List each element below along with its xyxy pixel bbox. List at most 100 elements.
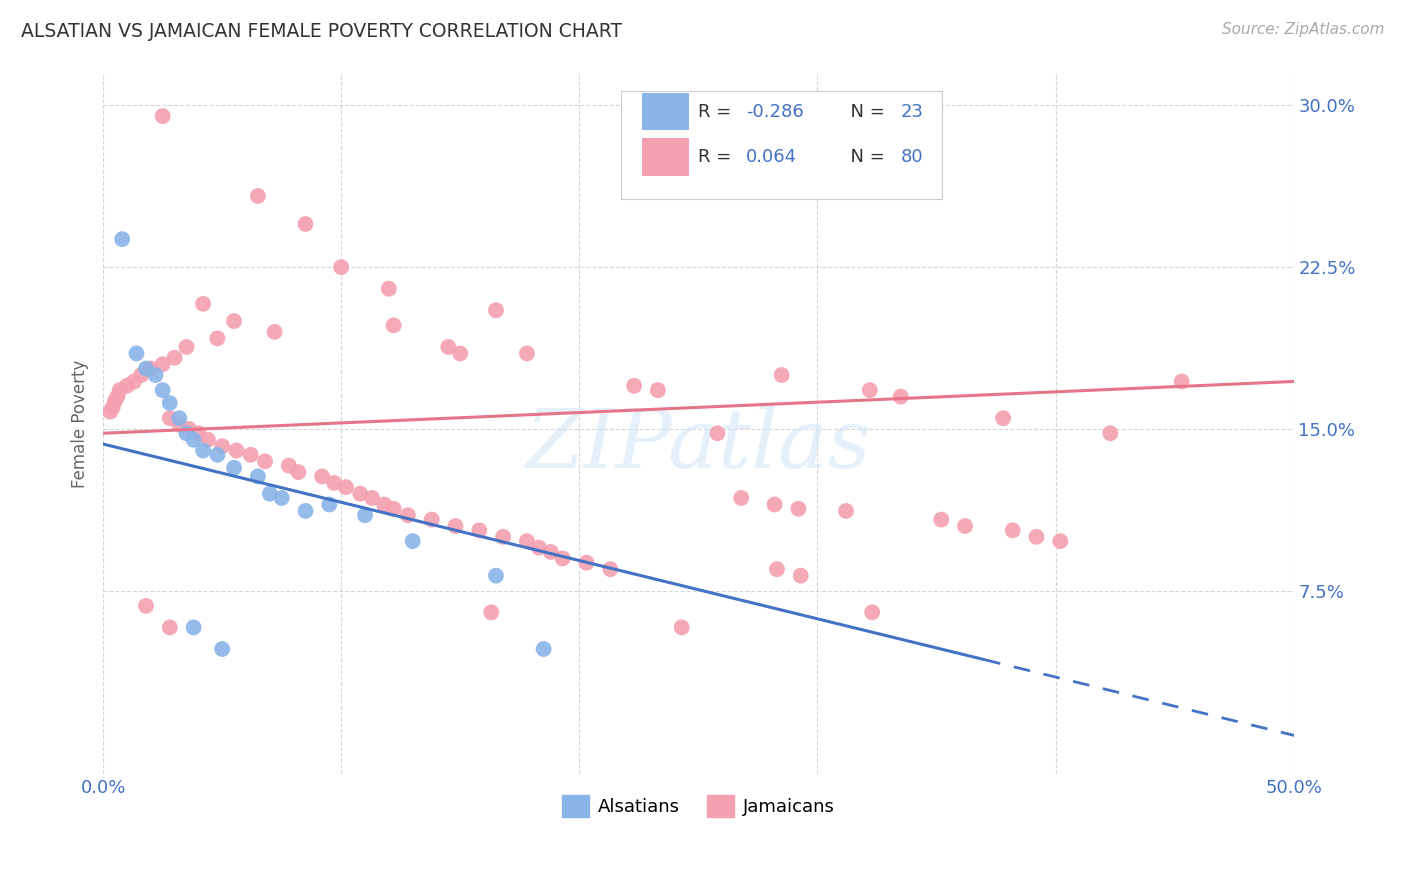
Point	[787, 501, 810, 516]
Point	[277, 458, 299, 473]
Point	[516, 534, 538, 549]
Point	[671, 620, 693, 634]
Point	[401, 534, 423, 549]
Point	[222, 314, 245, 328]
Point	[159, 396, 181, 410]
Text: ZIPatlas: ZIPatlas	[526, 405, 872, 484]
Point	[599, 562, 621, 576]
Point	[254, 454, 277, 468]
Point	[527, 541, 550, 555]
FancyBboxPatch shape	[643, 93, 689, 130]
Point	[479, 605, 502, 619]
Point	[730, 491, 752, 505]
Point	[104, 393, 127, 408]
Point	[159, 411, 181, 425]
Point	[790, 568, 813, 582]
Point	[835, 504, 858, 518]
Point	[361, 491, 384, 505]
Text: -0.286: -0.286	[747, 103, 804, 120]
Point	[354, 508, 377, 523]
Point	[225, 443, 247, 458]
Point	[575, 556, 598, 570]
Point	[207, 448, 229, 462]
Point	[125, 346, 148, 360]
Text: N =: N =	[839, 148, 890, 166]
Point	[623, 379, 645, 393]
Point	[859, 383, 882, 397]
Point	[330, 260, 353, 274]
Point	[197, 433, 219, 447]
Text: Source: ZipAtlas.com: Source: ZipAtlas.com	[1222, 22, 1385, 37]
Point	[177, 422, 200, 436]
Text: R =: R =	[699, 103, 737, 120]
Point	[135, 361, 157, 376]
Point	[1099, 426, 1122, 441]
Point	[115, 379, 138, 393]
Point	[98, 405, 121, 419]
Point	[270, 491, 292, 505]
Point	[246, 469, 269, 483]
Point	[207, 331, 229, 345]
Point	[169, 411, 191, 425]
Point	[294, 217, 316, 231]
Point	[287, 465, 309, 479]
Point	[706, 426, 728, 441]
Point	[468, 524, 491, 538]
Point	[449, 346, 471, 360]
Point	[176, 426, 198, 441]
Point	[187, 426, 209, 441]
Text: N =: N =	[839, 103, 890, 120]
Point	[246, 189, 269, 203]
Point	[890, 390, 912, 404]
Point	[129, 368, 152, 382]
Point	[444, 519, 467, 533]
Point	[396, 508, 419, 523]
Point	[108, 383, 131, 397]
Point	[763, 498, 786, 512]
Text: 0.064: 0.064	[747, 148, 797, 166]
Point	[294, 504, 316, 518]
Point	[122, 375, 145, 389]
Point	[222, 460, 245, 475]
Text: R =: R =	[699, 148, 737, 166]
Point	[101, 401, 124, 415]
Point	[533, 642, 555, 657]
Point	[551, 551, 574, 566]
Point	[323, 475, 346, 490]
Legend: Alsatians, Jamaicans: Alsatians, Jamaicans	[554, 789, 842, 825]
Point	[239, 448, 262, 462]
Point	[373, 498, 395, 512]
Point	[176, 340, 198, 354]
Point	[437, 340, 460, 354]
Point	[485, 303, 508, 318]
Point	[135, 599, 157, 613]
Point	[770, 368, 793, 382]
Point	[1001, 524, 1024, 538]
Point	[259, 486, 281, 500]
Point	[152, 357, 174, 371]
Point	[991, 411, 1014, 425]
Point	[1025, 530, 1047, 544]
Point	[211, 642, 233, 657]
Text: ALSATIAN VS JAMAICAN FEMALE POVERTY CORRELATION CHART: ALSATIAN VS JAMAICAN FEMALE POVERTY CORR…	[21, 22, 623, 41]
Point	[420, 512, 443, 526]
Point	[169, 417, 191, 432]
Point	[211, 439, 233, 453]
Point	[191, 297, 214, 311]
FancyBboxPatch shape	[621, 90, 942, 199]
Point	[485, 568, 508, 582]
Point	[139, 361, 162, 376]
Point	[335, 480, 357, 494]
Point	[152, 109, 174, 123]
Point	[540, 545, 562, 559]
Point	[1170, 375, 1192, 389]
Point	[349, 486, 371, 500]
Point	[152, 383, 174, 397]
Point	[111, 232, 134, 246]
Point	[183, 620, 205, 634]
Point	[183, 433, 205, 447]
Point	[382, 501, 405, 516]
Text: 80: 80	[901, 148, 924, 166]
Point	[107, 390, 129, 404]
Point	[929, 512, 952, 526]
